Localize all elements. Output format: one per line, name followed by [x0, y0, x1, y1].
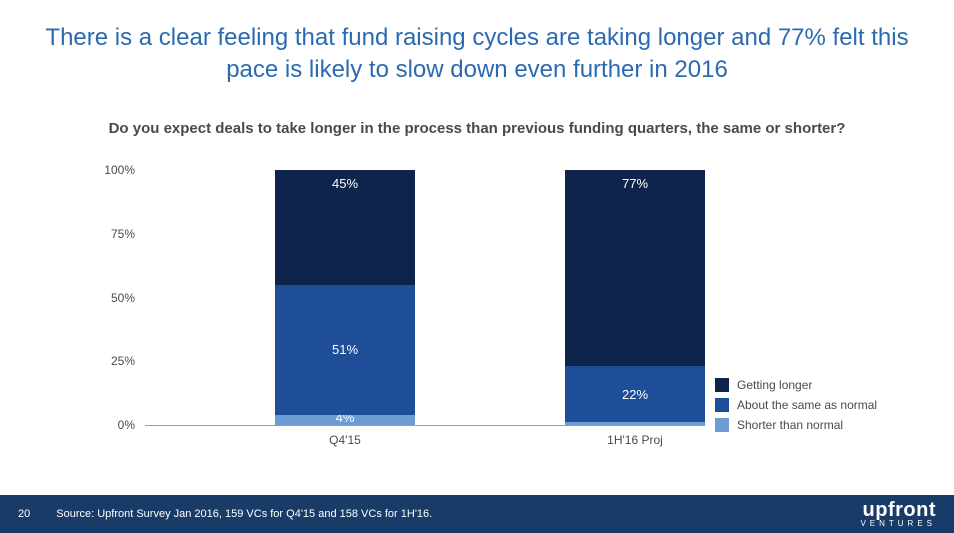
bar-segment-shorter: 1%: [565, 422, 705, 425]
legend: Getting longer About the same as normal Sh…: [715, 378, 877, 438]
baseline: [145, 425, 705, 426]
bar: 4%51%45%Q4'15: [275, 170, 415, 425]
chart: 0%25%50%75%100%4%51%45%Q4'151%22%77%1H'1…: [145, 170, 705, 425]
logo: upfront ventures: [860, 502, 936, 527]
slide-headline: There is a clear feeling that fund raisi…: [40, 22, 914, 87]
legend-swatch: [715, 398, 729, 412]
page-number: 20: [18, 508, 30, 520]
bar-segment-shorter: 4%: [275, 415, 415, 425]
legend-item: Getting longer: [715, 378, 877, 392]
bar: 1%22%77%1H'16 Proj: [565, 170, 705, 425]
slide: There is a clear feeling that fund raisi…: [0, 0, 954, 533]
legend-label: About the same as normal: [737, 398, 877, 412]
legend-item: Shorter than normal: [715, 418, 877, 432]
legend-swatch: [715, 378, 729, 392]
logo-sub: ventures: [860, 521, 936, 527]
y-axis-tick: 0%: [118, 418, 145, 432]
legend-swatch: [715, 418, 729, 432]
category-label: Q4'15: [245, 433, 445, 447]
bar-segment-longer: 45%: [275, 170, 415, 285]
bar-segment-same: 51%: [275, 285, 415, 415]
category-label: 1H'16 Proj: [535, 433, 735, 447]
y-axis-tick: 100%: [104, 163, 145, 177]
y-axis-tick: 75%: [111, 227, 145, 241]
bar-segment-longer: 77%: [565, 170, 705, 366]
bar-segment-same: 22%: [565, 366, 705, 422]
logo-main: upfront: [863, 499, 936, 521]
footer-bar: 20 Source: Upfront Survey Jan 2016, 159 …: [0, 495, 954, 533]
chart-subtitle: Do you expect deals to take longer in th…: [100, 120, 854, 137]
legend-item: About the same as normal: [715, 398, 877, 412]
y-axis-tick: 25%: [111, 354, 145, 368]
y-axis-tick: 50%: [111, 291, 145, 305]
legend-label: Shorter than normal: [737, 418, 843, 432]
legend-label: Getting longer: [737, 378, 812, 392]
source-text: Source: Upfront Survey Jan 2016, 159 VCs…: [56, 508, 432, 520]
